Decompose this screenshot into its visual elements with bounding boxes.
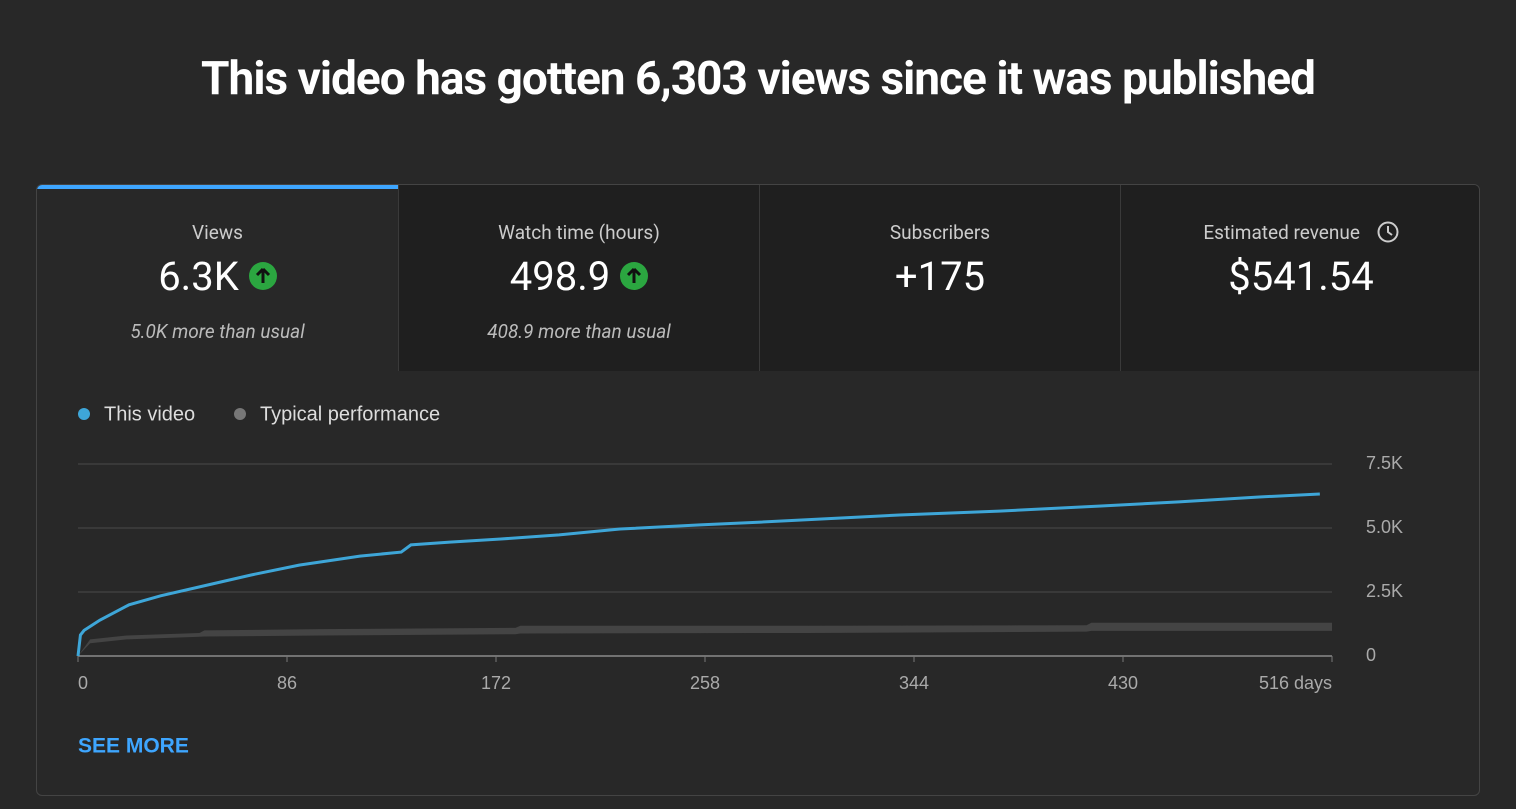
legend-label: Typical performance (260, 403, 440, 425)
x-tick-label: 344 (899, 673, 929, 693)
x-tick-label: 258 (690, 673, 720, 693)
tab[interactable]: Estimated revenue $541.54 (1120, 185, 1479, 371)
legend-label: This video (104, 403, 195, 425)
page-title: This video has gotten 6,303 views since … (201, 52, 1316, 106)
up-icon (248, 262, 277, 290)
tab[interactable]: Subscribers +175 (759, 185, 1120, 371)
tab-label-row: Estimated revenue (1121, 221, 1479, 244)
tab-value: 6.3K (158, 252, 239, 300)
typical-band (78, 622, 1332, 656)
x-tick-label: 430 (1108, 673, 1138, 693)
analytics-card: Views 6.3K 5.0K more than usual Watch ti… (36, 184, 1480, 796)
legend-marker (234, 408, 246, 420)
tab-label: Subscribers (889, 221, 991, 244)
tab-value-row: +175 (760, 252, 1120, 300)
tab-comparison: 5.0K more than usual (130, 320, 305, 343)
tab-value-row: 498.9 (399, 252, 759, 300)
tab-label: Views (192, 221, 243, 244)
x-tick-label: 172 (481, 673, 511, 693)
y-tick-label: 2.5K (1366, 581, 1403, 601)
x-tick-label: 516 days (1259, 673, 1332, 693)
x-tick-label: 0 (78, 673, 88, 693)
tab-comparison: 408.9 more than usual (487, 320, 671, 343)
up-icon (620, 262, 649, 290)
tab-value-row: 6.3K (37, 252, 398, 300)
tab-value: 498.9 (509, 252, 611, 300)
views-line (76, 492, 1320, 657)
see-more-link[interactable]: SEE MORE (78, 735, 189, 758)
tab-value: +175 (894, 252, 986, 300)
tab[interactable]: Views 6.3K 5.0K more than usual (37, 185, 398, 371)
clock-icon (1377, 221, 1399, 243)
tab-label: Estimated revenue (1203, 221, 1360, 244)
x-tick-label: 86 (277, 673, 297, 693)
tab-label: Watch time (hours) (498, 221, 660, 244)
y-tick-label: 0 (1366, 645, 1376, 665)
tab-value: $541.54 (1228, 252, 1374, 300)
y-tick-label: 5.0K (1366, 517, 1403, 537)
tab[interactable]: Watch time (hours) 498.9 408.9 more than… (398, 185, 759, 371)
legend-marker (78, 408, 90, 420)
y-tick-label: 7.5K (1366, 453, 1403, 473)
tab-value-row: $541.54 (1121, 252, 1479, 300)
